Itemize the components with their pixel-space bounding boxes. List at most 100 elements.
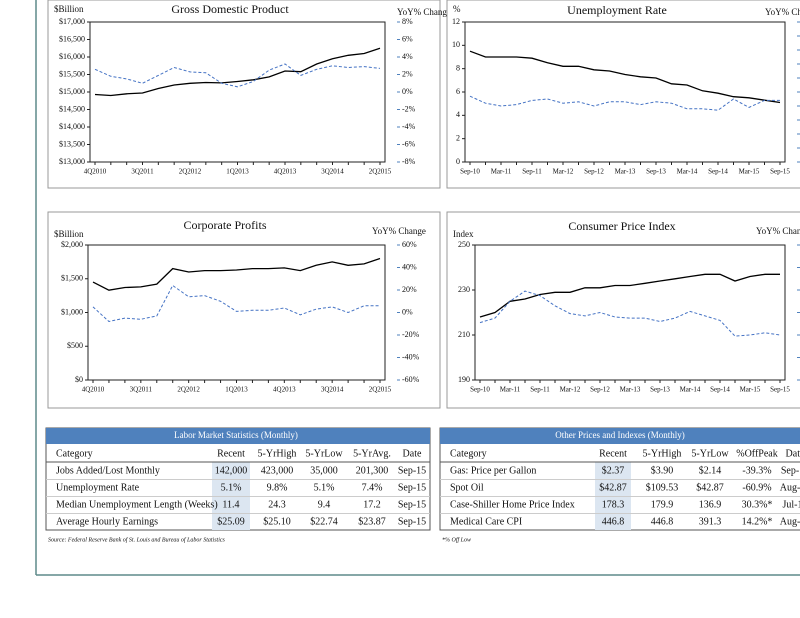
table-cell: 423,000 [261, 465, 294, 476]
x-tick-label: Mar-15 [739, 168, 760, 176]
table-cell: Case-Shiller Home Price Index [450, 499, 575, 510]
table-cell: $2.37 [602, 465, 625, 476]
chart-title: Consumer Price Index [568, 219, 675, 233]
y-tick-label: $2,000 [61, 240, 83, 249]
x-tick-label: Mar-15 [740, 386, 761, 394]
table-cell: 5.1% [221, 482, 242, 493]
table-cell: $3.90 [651, 465, 674, 476]
note: *% Off Low [442, 536, 471, 543]
table-cell: Medical Care CPI [450, 516, 522, 527]
x-tick-label: 4Q2013 [273, 386, 296, 394]
y-tick-label: 230 [458, 285, 470, 294]
table-cell: Sep-15 [398, 482, 426, 493]
y2-axis-label: YoY% Change [397, 7, 451, 17]
table-cell: 9.8% [267, 482, 288, 493]
table-cell: 7.4% [362, 482, 383, 493]
table-cell: $109.53 [646, 482, 679, 493]
y2-tick-label: -6% [402, 139, 416, 148]
y-tick-label: $13,000 [59, 157, 85, 166]
table-cell: -39.3% [742, 465, 771, 476]
y-tick-label: 250 [458, 240, 470, 249]
x-tick-label: Mar-13 [615, 168, 636, 176]
y-tick-label: 6 [456, 87, 460, 96]
x-tick-label: Sep-15 [770, 168, 790, 176]
y-axis-label: % [453, 4, 461, 14]
x-tick-label: Sep-13 [650, 386, 670, 394]
column-header: Date [403, 448, 422, 459]
x-tick-label: Mar-14 [677, 168, 698, 176]
column-header: 5-YrLow [691, 448, 729, 459]
column-header: Recent [217, 448, 245, 459]
x-tick-label: 3Q2011 [130, 386, 153, 394]
y2-tick-label: 0% [402, 87, 413, 96]
table-title-bar [46, 428, 430, 444]
table-cell: 178.3 [602, 499, 625, 510]
x-tick-label: Mar-12 [553, 168, 574, 176]
y2-tick-label: 0% [402, 307, 413, 316]
table-cell: $22.74 [310, 516, 338, 527]
table-cell: -60.9% [742, 482, 771, 493]
y-axis-label: $Billion [54, 4, 84, 14]
x-tick-label: 4Q2010 [84, 168, 107, 176]
table-cell: 14.2%* [742, 516, 773, 527]
table-cell: 24.3 [268, 499, 286, 510]
y2-axis-label: YoY% Change [372, 226, 426, 236]
x-tick-label: 2Q2012 [177, 386, 200, 394]
y2-tick-label: 40% [402, 262, 417, 271]
y-tick-label: $15,000 [59, 87, 85, 96]
y-tick-label: $16,000 [59, 52, 85, 61]
x-tick-label: Mar-12 [560, 386, 581, 394]
y2-tick-label: 6% [402, 34, 413, 43]
table-cell: Sep-15 [398, 465, 426, 476]
chart-panel [47, 0, 441, 189]
chart-title: Unemployment Rate [567, 3, 667, 17]
y-tick-label: $14,500 [59, 104, 85, 113]
chart-title: Gross Domestic Product [171, 2, 289, 16]
x-tick-label: 3Q2014 [321, 386, 344, 394]
x-tick-label: 3Q2014 [321, 168, 344, 176]
x-tick-label: 1Q2013 [226, 168, 249, 176]
column-header: 5-YrAvg. [353, 448, 391, 459]
series-line [469, 95, 780, 111]
x-tick-label: Mar-14 [680, 386, 701, 394]
table-cell: 446.8 [651, 516, 674, 527]
y-tick-label: $1,000 [61, 307, 83, 316]
series-line [469, 50, 781, 104]
chart-panel [47, 211, 441, 409]
table-cell: Sep-15 [398, 516, 426, 527]
table-cell: $2.14 [699, 465, 722, 476]
y2-tick-label: -8% [402, 157, 416, 166]
y2-axis-label: YoY% Change [765, 7, 800, 17]
y-tick-label: $17,000 [59, 17, 85, 26]
x-tick-label: 2Q2015 [369, 386, 392, 394]
table-cell: 179.9 [651, 499, 674, 510]
y-tick-label: $15,500 [59, 69, 85, 78]
series-line [94, 63, 381, 88]
column-header: Category [56, 448, 93, 459]
table-cell: Aug-15 [780, 516, 800, 527]
y2-tick-label: -4% [402, 122, 416, 131]
x-tick-label: Sep-10 [460, 168, 480, 176]
x-tick-label: 4Q2013 [274, 168, 297, 176]
y-tick-label: 8 [456, 63, 460, 72]
column-header: Recent [599, 448, 627, 459]
y-tick-label: $13,500 [59, 139, 85, 148]
series-line [94, 47, 381, 97]
table-cell: Gas: Price per Gallon [450, 465, 536, 476]
chart-panel [446, 0, 800, 189]
table-cell: $42.87 [696, 482, 724, 493]
x-tick-label: Sep-10 [470, 386, 490, 394]
y2-tick-label: -20% [402, 330, 420, 339]
table-cell: $42.87 [599, 482, 627, 493]
x-tick-label: Mar-11 [491, 168, 512, 176]
table-cell: Average Hourly Earnings [56, 516, 158, 527]
source: Source: Federal Reserve Bank of St. Loui… [48, 536, 226, 543]
y2-tick-label: 4% [402, 52, 413, 61]
y-tick-label: 12 [452, 17, 460, 26]
y2-axis-label: YoY% Change [756, 226, 800, 236]
y2-tick-label: 2% [402, 69, 413, 78]
x-tick-label: 2Q2015 [369, 168, 392, 176]
table-cell: Jul-15 [783, 499, 800, 510]
table-cell: Unemployment Rate [56, 482, 140, 493]
